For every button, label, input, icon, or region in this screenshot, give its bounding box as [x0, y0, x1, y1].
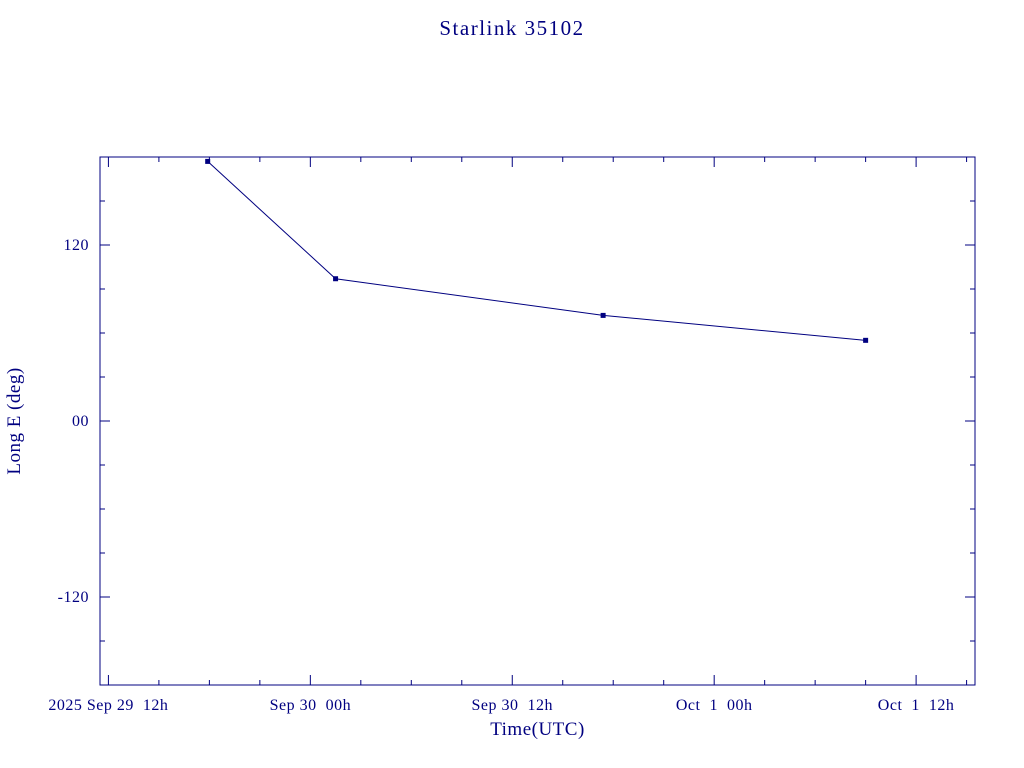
data-point-marker	[863, 337, 869, 343]
x-tick-label: Oct 1 12h	[878, 697, 955, 714]
y-tick-label: 00	[72, 413, 89, 430]
plot-frame	[99, 156, 976, 686]
x-tick-label: Oct 1 00h	[676, 697, 753, 714]
chart-title: Starlink 35102	[439, 16, 585, 40]
data-point-marker	[333, 276, 339, 282]
data-point-marker	[205, 158, 211, 164]
data-line	[207, 161, 866, 341]
x-tick-label: Sep 30 00h	[270, 697, 352, 714]
x-tick-label: Sep 30 12h	[472, 697, 554, 714]
x-axis-label: Time(UTC)	[490, 719, 585, 740]
data-point-marker	[600, 312, 606, 318]
y-tick-label: 120	[64, 237, 90, 254]
x-tick-label: 2025 Sep 29 12h	[48, 697, 168, 714]
y-tick-label: -120	[58, 589, 89, 606]
